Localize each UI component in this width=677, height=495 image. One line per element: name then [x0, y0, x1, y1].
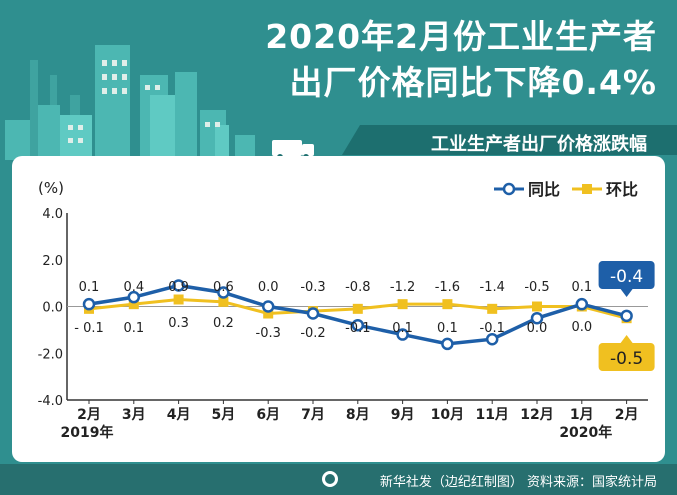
yoy-point: [261, 300, 275, 313]
x-tick-label: 1月: [570, 407, 594, 423]
mom-data-label: -0.3: [256, 326, 281, 341]
yoy-data-label: -0.3: [300, 280, 325, 295]
year-label: 2019年: [61, 424, 114, 441]
mom-data-label: 0.3: [168, 316, 189, 331]
xinhua-logo-icon: [322, 471, 338, 487]
yoy-callout-label: -0.4: [610, 267, 643, 287]
mom-data-label: 0.0: [527, 321, 548, 336]
mom-data-label: 0.1: [437, 321, 458, 336]
yoy-point: [172, 279, 185, 292]
yoy-data-label: 0.1: [571, 280, 592, 295]
yoy-point: [530, 311, 544, 325]
yoy-point: [127, 290, 141, 304]
x-tick-label: 12月: [520, 407, 553, 423]
mom-point: [173, 294, 184, 305]
yoy-point: [306, 307, 320, 320]
y-axis-unit: (%): [38, 179, 64, 197]
yoy-data-label: 0.6: [213, 280, 234, 295]
mom-data-label: -0.2: [300, 326, 325, 341]
x-tick-label: 9月: [391, 407, 415, 423]
legend-mom-marker: [582, 184, 592, 194]
x-tick-label: 3月: [122, 407, 146, 423]
y-tick-label: 4.0: [42, 207, 63, 222]
yoy-point: [217, 286, 230, 299]
mom-data-label: 0.0: [571, 320, 592, 335]
yoy-point: [441, 337, 454, 351]
x-tick-label: 7月: [301, 407, 325, 423]
legend-mom-label: 环比: [606, 180, 638, 199]
footer-bar: [0, 464, 677, 495]
yoy-data-label: -1.4: [480, 280, 505, 295]
x-tick-label: 6月: [256, 407, 280, 423]
y-tick-label: 2.0: [42, 254, 63, 269]
yoy-point: [351, 318, 365, 332]
chart-subtitle: 工业生产者出厂价格涨跌幅: [431, 134, 647, 155]
mom-data-label: 0.2: [213, 316, 234, 331]
x-tick-label: 2月: [615, 407, 639, 423]
mom-point: [442, 299, 453, 310]
yoy-data-label: 0.1: [79, 280, 100, 295]
mom-point: [487, 303, 498, 314]
footer-credit: 新华社发（边纪红制图） 资料来源：国家统计局: [379, 475, 657, 490]
y-tick-label: -4.0: [38, 394, 63, 409]
mom-point: [263, 308, 274, 319]
yoy-callout-box: [598, 261, 655, 297]
x-tick-label: 10月: [431, 407, 464, 423]
mom-data-label: - 0.1: [74, 321, 104, 336]
yoy-data-label: 0.0: [258, 280, 279, 295]
yoy-point: [485, 332, 499, 346]
yoy-point: [575, 297, 589, 311]
x-tick-label: 11月: [475, 407, 508, 423]
title-line-1: 2020年2月份工业生产者: [265, 17, 657, 56]
yoy-data-label: 0.4: [123, 280, 144, 295]
x-tick-label: 5月: [212, 407, 236, 423]
mom-point: [352, 303, 363, 314]
yoy-data-label: 0.9: [168, 280, 189, 295]
mom-callout-box: [598, 335, 655, 371]
y-tick-label: 0.0: [42, 301, 63, 316]
mom-point: [128, 299, 139, 310]
yoy-point: [82, 297, 96, 311]
mom-callout-label: -0.5: [610, 349, 643, 369]
legend-yoy-label: 同比: [528, 180, 560, 199]
y-tick-label: -2.0: [38, 347, 63, 362]
yoy-point: [396, 328, 409, 341]
x-tick-label: 2月: [77, 407, 101, 423]
x-tick-label: 8月: [346, 407, 370, 423]
yoy-data-label: -0.5: [524, 280, 549, 295]
legend-yoy-marker: [502, 182, 516, 196]
mom-point: [218, 296, 229, 307]
yoy-data-label: -1.2: [390, 280, 415, 295]
mom-point: [532, 301, 542, 312]
mom-data-label: 0.1: [392, 321, 413, 336]
year-label: 2020年: [559, 424, 612, 441]
mom-data-label: -0.1: [345, 321, 370, 336]
subtitle-ribbon: [342, 125, 677, 155]
mom-point: [397, 299, 408, 310]
yoy-data-label: -0.8: [345, 280, 370, 295]
mom-data-label: 0.1: [123, 321, 144, 336]
mom-data-label: -0.1: [480, 321, 505, 336]
yoy-data-label: -1.6: [435, 280, 460, 295]
title-line-2: 出厂价格同比下降0.4%: [289, 63, 657, 102]
city-skyline-illustration: [5, 45, 314, 160]
yoy-point: [620, 309, 633, 323]
x-tick-label: 4月: [167, 407, 191, 423]
